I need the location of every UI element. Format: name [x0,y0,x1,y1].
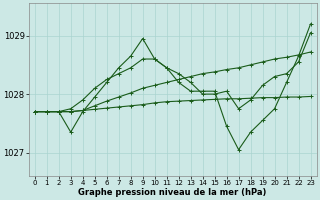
X-axis label: Graphe pression niveau de la mer (hPa): Graphe pression niveau de la mer (hPa) [78,188,267,197]
